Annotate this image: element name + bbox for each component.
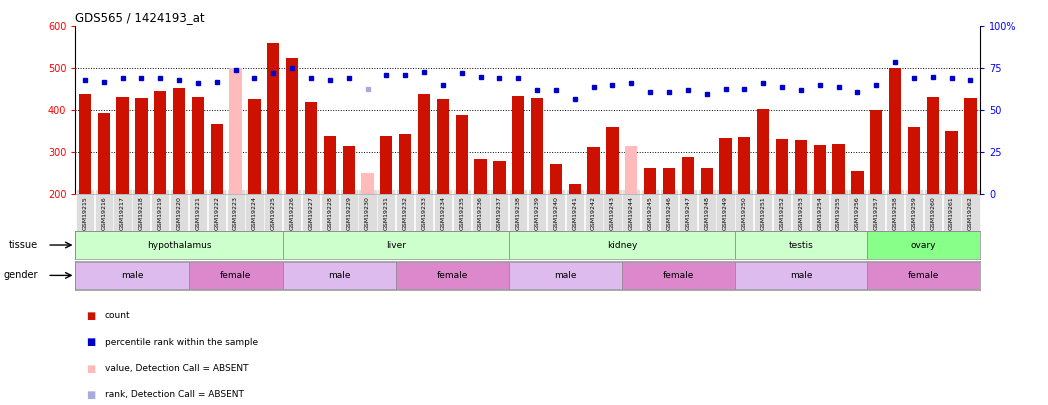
Bar xyxy=(248,98,261,194)
Text: male: male xyxy=(554,271,576,280)
Text: rank, Detection Call = ABSENT: rank, Detection Call = ABSENT xyxy=(105,390,244,399)
Text: ■: ■ xyxy=(86,311,95,321)
Bar xyxy=(75,262,189,289)
Bar xyxy=(418,94,430,194)
Bar xyxy=(851,171,864,194)
Bar xyxy=(116,97,129,194)
Bar xyxy=(286,58,299,194)
Bar xyxy=(509,231,735,259)
Text: percentile rank within the sample: percentile rank within the sample xyxy=(105,338,258,347)
Bar xyxy=(621,262,735,289)
Bar xyxy=(813,145,826,194)
Bar xyxy=(794,140,807,194)
Bar xyxy=(681,157,694,194)
Text: gender: gender xyxy=(3,271,38,280)
Bar xyxy=(870,111,882,194)
Bar xyxy=(324,136,336,194)
Text: male: male xyxy=(328,271,350,280)
Bar xyxy=(437,99,449,194)
Bar xyxy=(343,146,355,194)
Bar xyxy=(79,94,91,194)
Bar xyxy=(189,262,283,289)
Bar xyxy=(926,97,939,194)
Text: female: female xyxy=(220,271,252,280)
Text: male: male xyxy=(789,271,812,280)
Bar xyxy=(173,87,185,194)
Text: testis: testis xyxy=(788,241,813,249)
Text: tissue: tissue xyxy=(8,240,38,250)
Bar xyxy=(757,109,769,194)
Bar xyxy=(192,97,204,194)
Text: kidney: kidney xyxy=(607,241,637,249)
Bar xyxy=(550,164,562,194)
Text: hypothalamus: hypothalamus xyxy=(147,241,212,249)
Bar xyxy=(267,43,280,194)
Bar xyxy=(305,102,318,194)
Text: value, Detection Call = ABSENT: value, Detection Call = ABSENT xyxy=(105,364,248,373)
Bar xyxy=(908,127,920,194)
Bar xyxy=(588,147,599,194)
Bar xyxy=(396,262,509,289)
Bar xyxy=(889,68,901,194)
Bar xyxy=(719,138,732,194)
Bar xyxy=(626,146,637,194)
Bar xyxy=(512,96,524,194)
Text: female: female xyxy=(437,271,468,280)
Text: female: female xyxy=(908,271,939,280)
Bar xyxy=(531,98,543,194)
Text: liver: liver xyxy=(386,241,406,249)
Bar xyxy=(776,139,788,194)
Bar xyxy=(738,137,750,194)
Bar xyxy=(154,91,167,194)
Bar xyxy=(362,173,374,194)
Bar xyxy=(867,231,980,259)
Bar xyxy=(509,262,621,289)
Bar xyxy=(663,168,675,194)
Bar xyxy=(867,262,980,289)
Text: count: count xyxy=(105,311,130,320)
Bar xyxy=(399,134,411,194)
Bar xyxy=(211,124,223,194)
Bar xyxy=(456,115,467,194)
Bar xyxy=(735,262,867,289)
Text: male: male xyxy=(121,271,144,280)
Text: ■: ■ xyxy=(86,337,95,347)
Bar xyxy=(945,131,958,194)
Text: ■: ■ xyxy=(86,390,95,400)
Bar xyxy=(97,113,110,194)
Bar xyxy=(283,231,509,259)
Bar xyxy=(380,136,392,194)
Bar xyxy=(135,98,148,194)
Bar xyxy=(283,262,396,289)
Bar xyxy=(569,184,581,194)
Bar xyxy=(475,159,486,194)
Text: ovary: ovary xyxy=(911,241,936,249)
Bar xyxy=(607,127,618,194)
Bar xyxy=(964,98,977,194)
Bar xyxy=(645,168,656,194)
Bar xyxy=(735,231,867,259)
Bar xyxy=(75,231,283,259)
Bar xyxy=(700,168,713,194)
Text: female: female xyxy=(662,271,694,280)
Text: ■: ■ xyxy=(86,364,95,373)
Bar xyxy=(494,161,505,194)
Bar xyxy=(230,68,242,194)
Bar xyxy=(832,143,845,194)
Text: GDS565 / 1424193_at: GDS565 / 1424193_at xyxy=(75,11,205,24)
